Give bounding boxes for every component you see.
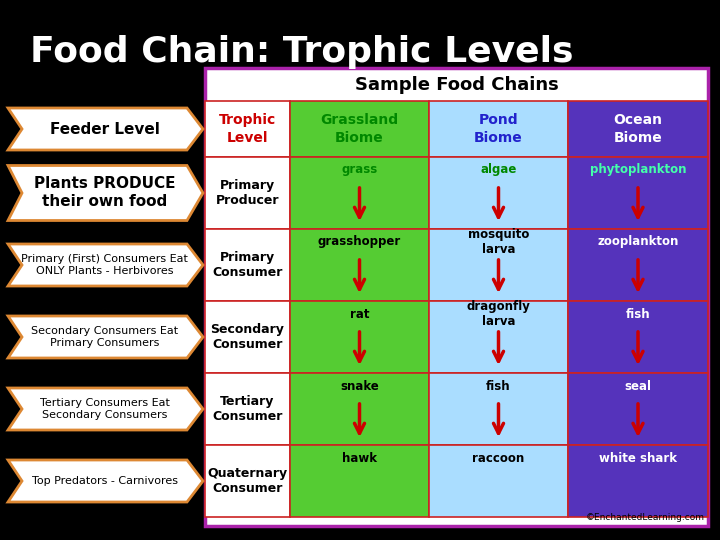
FancyBboxPatch shape	[429, 301, 568, 373]
Polygon shape	[8, 165, 203, 220]
Text: Tertiary
Consumer: Tertiary Consumer	[212, 395, 283, 423]
Text: seal: seal	[624, 380, 652, 393]
Polygon shape	[8, 244, 203, 286]
FancyBboxPatch shape	[290, 229, 429, 301]
FancyBboxPatch shape	[429, 373, 568, 445]
FancyBboxPatch shape	[205, 373, 290, 445]
Text: raccoon: raccoon	[472, 451, 525, 464]
FancyBboxPatch shape	[205, 301, 290, 373]
FancyBboxPatch shape	[290, 373, 429, 445]
Text: Primary
Consumer: Primary Consumer	[212, 251, 283, 280]
FancyBboxPatch shape	[205, 445, 290, 517]
Text: ©EnchantedLearning.com: ©EnchantedLearning.com	[586, 513, 705, 522]
FancyBboxPatch shape	[429, 445, 568, 517]
Text: fish: fish	[486, 380, 510, 393]
FancyBboxPatch shape	[568, 445, 708, 517]
Text: white shark: white shark	[599, 451, 677, 464]
Text: Quaternary
Consumer: Quaternary Consumer	[207, 467, 287, 496]
Text: Top Predators - Carnivores: Top Predators - Carnivores	[32, 476, 178, 486]
Text: rat: rat	[350, 307, 369, 321]
Text: Primary
Producer: Primary Producer	[216, 179, 279, 207]
FancyBboxPatch shape	[205, 101, 290, 157]
FancyBboxPatch shape	[568, 301, 708, 373]
Text: hawk: hawk	[342, 451, 377, 464]
Text: Trophic
Level: Trophic Level	[219, 113, 276, 145]
FancyBboxPatch shape	[205, 68, 708, 526]
FancyBboxPatch shape	[568, 101, 708, 157]
Text: Pond
Biome: Pond Biome	[474, 113, 523, 145]
Polygon shape	[8, 460, 203, 502]
Text: Ocean
Biome: Ocean Biome	[613, 113, 662, 145]
Text: mosquito
larva: mosquito larva	[468, 228, 529, 256]
Text: Sample Food Chains: Sample Food Chains	[355, 76, 559, 94]
Text: algae: algae	[480, 164, 517, 177]
Text: Grassland
Biome: Grassland Biome	[320, 113, 399, 145]
FancyBboxPatch shape	[290, 301, 429, 373]
Text: fish: fish	[626, 307, 650, 321]
Text: Plants PRODUCE
their own food: Plants PRODUCE their own food	[34, 177, 175, 210]
FancyBboxPatch shape	[429, 101, 568, 157]
FancyBboxPatch shape	[290, 445, 429, 517]
FancyBboxPatch shape	[568, 157, 708, 229]
FancyBboxPatch shape	[568, 229, 708, 301]
FancyBboxPatch shape	[205, 229, 290, 301]
Polygon shape	[8, 388, 203, 430]
FancyBboxPatch shape	[429, 157, 568, 229]
Polygon shape	[8, 108, 203, 150]
Text: Food Chain: Trophic Levels: Food Chain: Trophic Levels	[30, 35, 574, 69]
Text: snake: snake	[340, 380, 379, 393]
Text: Secondary Consumers Eat
Primary Consumers: Secondary Consumers Eat Primary Consumer…	[31, 326, 178, 348]
Text: Primary (First) Consumers Eat
ONLY Plants - Herbivores: Primary (First) Consumers Eat ONLY Plant…	[21, 254, 188, 276]
Text: Tertiary Consumers Eat
Secondary Consumers: Tertiary Consumers Eat Secondary Consume…	[40, 398, 169, 420]
FancyBboxPatch shape	[429, 229, 568, 301]
Polygon shape	[8, 316, 203, 358]
Text: zooplankton: zooplankton	[598, 235, 679, 248]
Text: Feeder Level: Feeder Level	[50, 122, 159, 137]
Text: dragonfly
larva: dragonfly larva	[467, 300, 531, 328]
FancyBboxPatch shape	[290, 101, 429, 157]
Text: phytoplankton: phytoplankton	[590, 164, 686, 177]
Text: grass: grass	[341, 164, 377, 177]
FancyBboxPatch shape	[290, 157, 429, 229]
FancyBboxPatch shape	[568, 373, 708, 445]
Text: grasshopper: grasshopper	[318, 235, 401, 248]
Text: Secondary
Consumer: Secondary Consumer	[210, 322, 284, 352]
FancyBboxPatch shape	[205, 157, 290, 229]
